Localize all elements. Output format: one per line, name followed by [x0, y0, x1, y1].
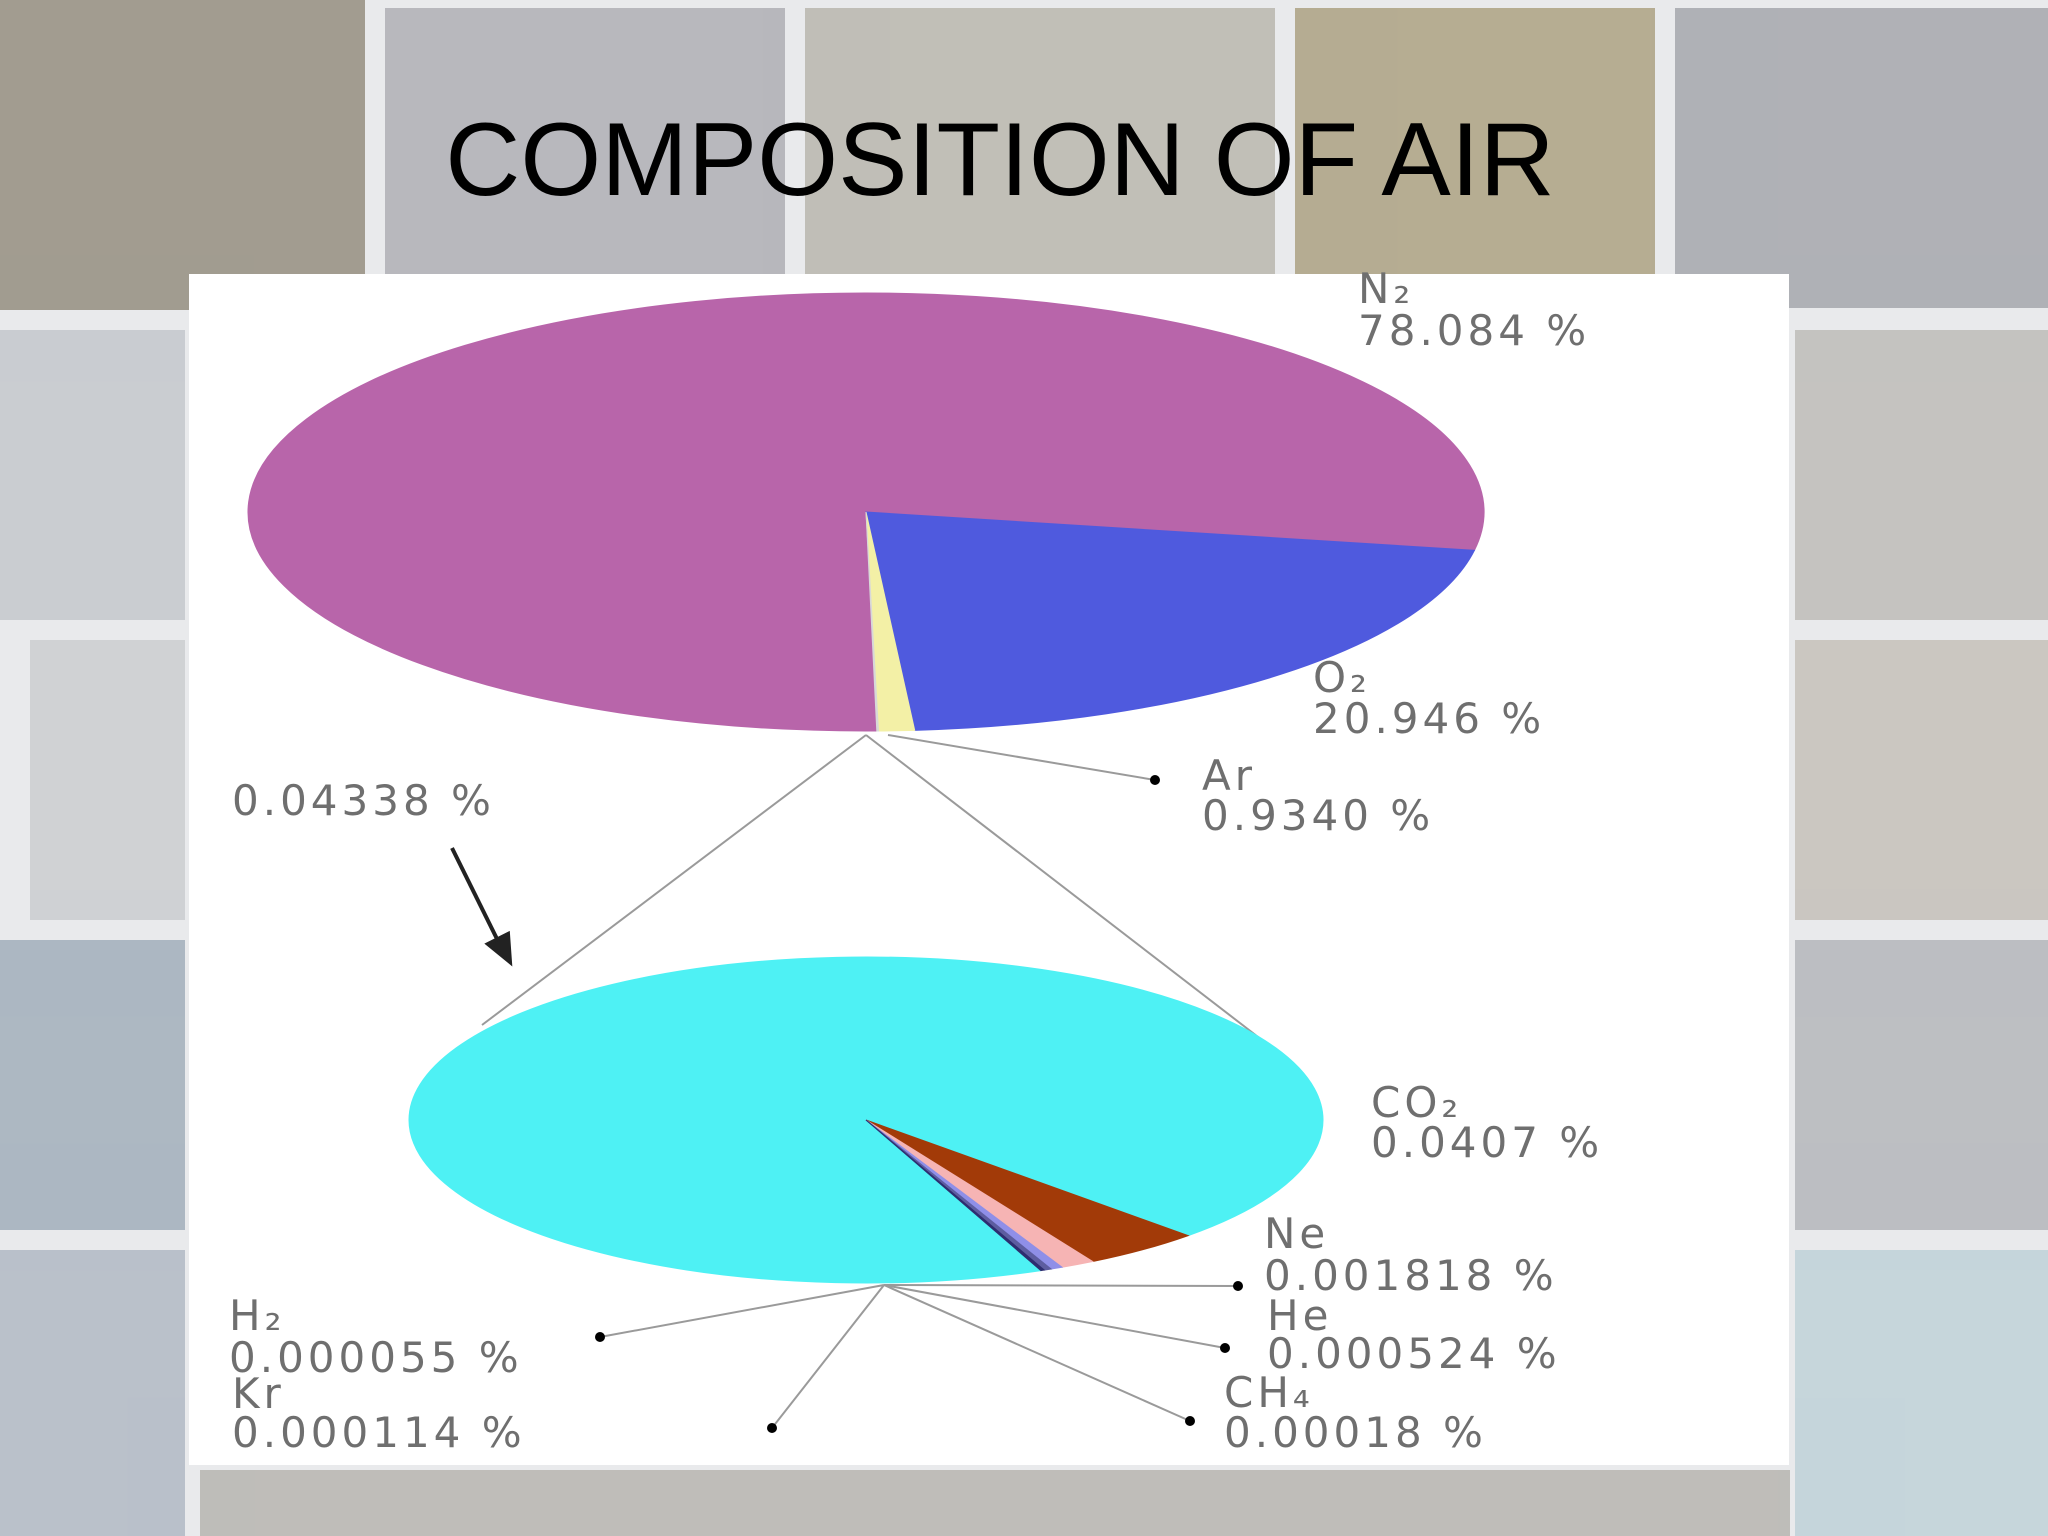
slice-value-label: 0.00018 % [1224, 1408, 1487, 1457]
slice-value-label: 0.000055 % [229, 1333, 523, 1382]
slide-title: COMPOSITION OF AIR [445, 102, 1554, 218]
slice-name: He [1267, 1291, 1332, 1340]
slice-name: CO₂ [1371, 1078, 1462, 1127]
slice-value-label: 0.001818 % [1264, 1251, 1558, 1300]
slice-value-label: 20.946 % [1313, 694, 1545, 743]
slice-value-label: 0.000114 % [232, 1408, 526, 1457]
slice-name: Ar [1202, 751, 1256, 800]
slice-value-label: 78.084 % [1358, 306, 1590, 355]
connectors [481, 734, 1263, 1429]
slice-value-label: 0.0407 % [1371, 1118, 1603, 1167]
slice-value-label: 0.000524 % [1267, 1329, 1561, 1378]
slice-name: Ne [1264, 1209, 1329, 1258]
pie-slice [865, 1119, 1046, 1272]
slice-value-label: 0.04338 % [232, 776, 495, 825]
slice-name: N₂ [1358, 264, 1414, 313]
pie-slice [865, 511, 879, 732]
slice-name: O₂ [1313, 653, 1371, 702]
slice-name: Kr [232, 1369, 285, 1418]
pie-slice [865, 511, 1476, 731]
slice-value-label: 0.9340 % [1202, 791, 1434, 840]
slice-name: CH₄ [1224, 1368, 1314, 1417]
arrow [450, 847, 513, 967]
slice-name: H₂ [229, 1291, 285, 1340]
leader-dots [595, 775, 1243, 1433]
